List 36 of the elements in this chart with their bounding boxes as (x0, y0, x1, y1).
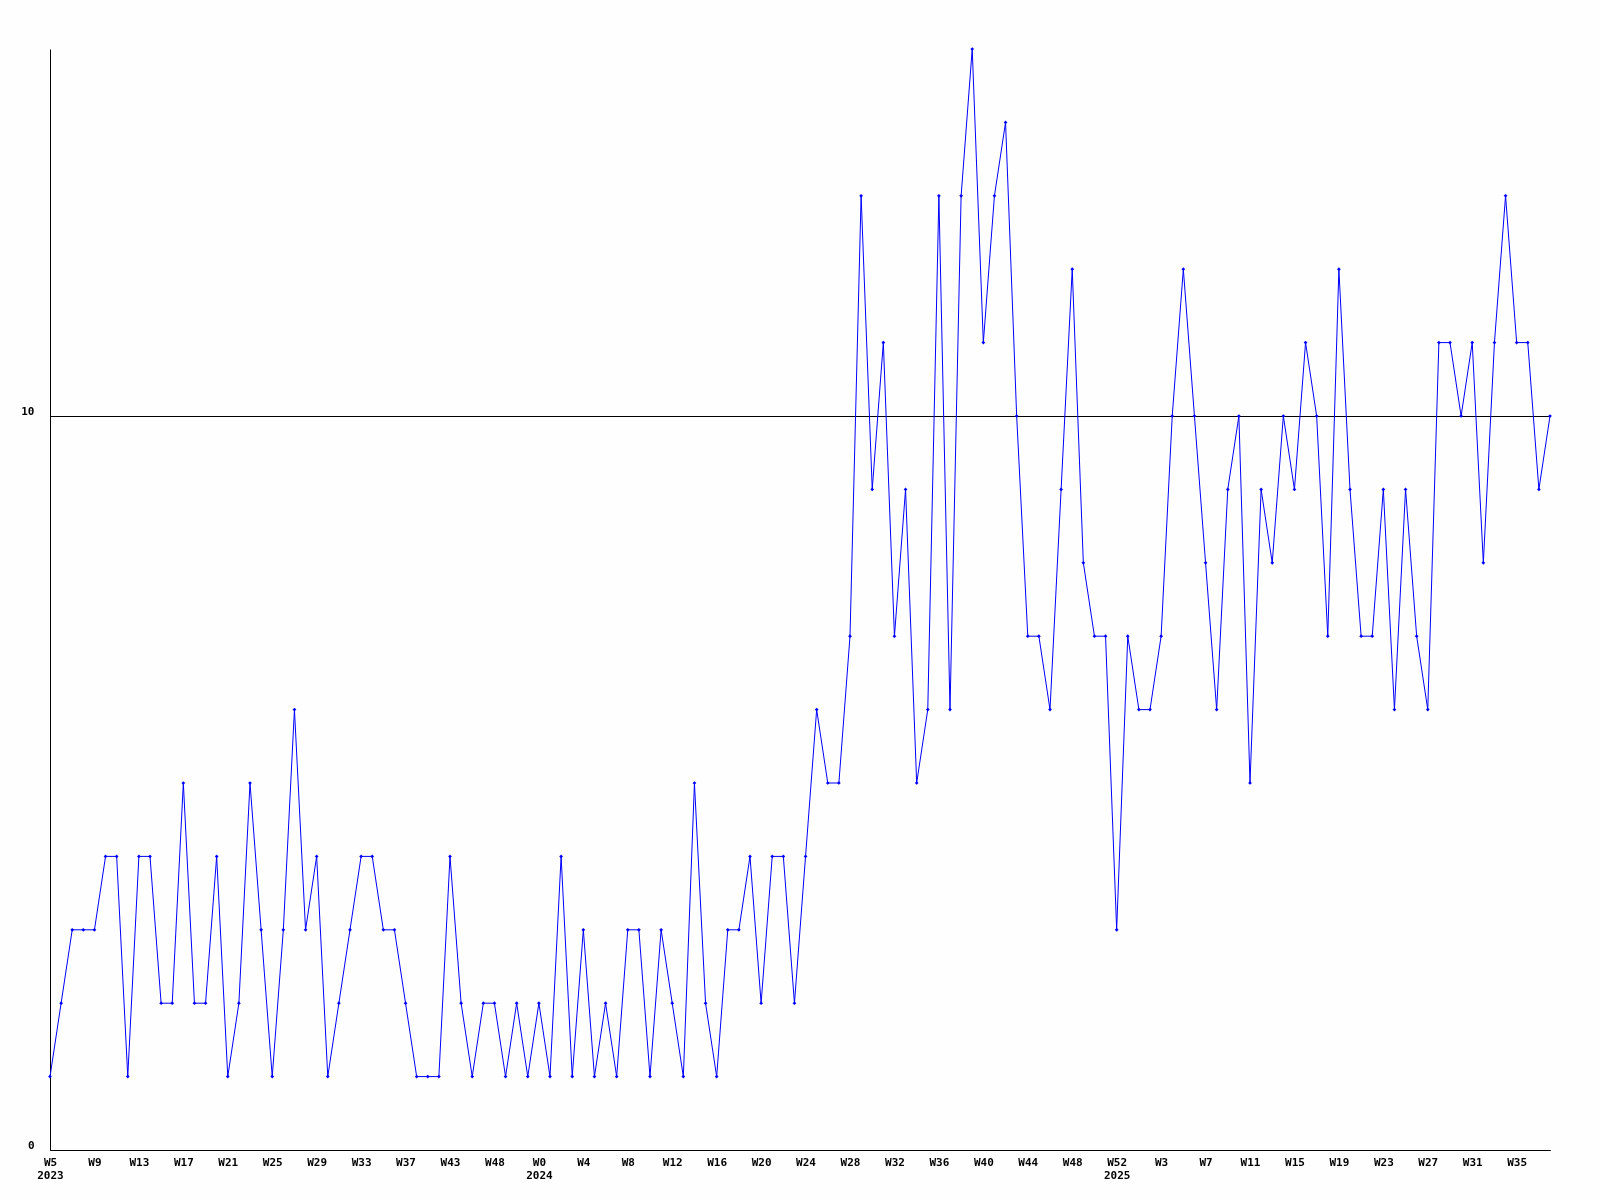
x-tick-label: W40 (973, 1155, 994, 1169)
x-tick-label: W23 (1373, 1155, 1394, 1169)
x-tick-label: W4 (577, 1155, 591, 1169)
x-tick-label: W7 (1199, 1155, 1213, 1169)
x-tick-label: W17 (173, 1155, 194, 1169)
x-tick-label: W12 (662, 1155, 683, 1169)
x-tick-label: W20 (751, 1155, 772, 1169)
x-tick-label: W48 (485, 1155, 505, 1169)
x-tick-label: W11 (1240, 1155, 1261, 1169)
y-tick-label: 0 (27, 1138, 35, 1152)
x-tick-label: W36 (929, 1155, 950, 1169)
x-tick-label: W21 (218, 1155, 239, 1169)
x-tick-label: W19 (1329, 1155, 1350, 1169)
x-tick-label: W15 (1285, 1155, 1305, 1169)
x-tick-label: W8 (621, 1155, 635, 1169)
x-tick-label: W33 (351, 1155, 372, 1169)
x-tick-label: W9 (88, 1155, 102, 1169)
x-tick-label: W32 (885, 1155, 905, 1169)
x-tick-label: W25 (262, 1155, 283, 1169)
x-tick-label: W24 (796, 1155, 817, 1169)
x-tick-label: W13 (129, 1155, 150, 1169)
x-tick-label: W31 (1462, 1155, 1484, 1169)
x-tick-label: W37 (396, 1155, 416, 1169)
x-tick-label: W48 (1062, 1155, 1083, 1169)
x-tick-label: W52 2025 (1103, 1155, 1131, 1182)
x-tick-label: W16 (707, 1155, 728, 1169)
x-tick-label: W27 (1418, 1155, 1439, 1169)
x-tick-label: W0 2024 (526, 1155, 554, 1182)
x-tick-label: W44 (1018, 1155, 1039, 1169)
x-tick-label: W5 2023 (37, 1155, 64, 1182)
x-tick-label: W43 (440, 1155, 461, 1169)
x-tick-label: W28 (840, 1155, 861, 1169)
x-tick-label: W3 (1154, 1155, 1169, 1169)
x-tick-label: W29 (307, 1155, 328, 1169)
y-tick-label: 10 (21, 404, 35, 418)
x-tick-label: W35 (1507, 1155, 1528, 1169)
